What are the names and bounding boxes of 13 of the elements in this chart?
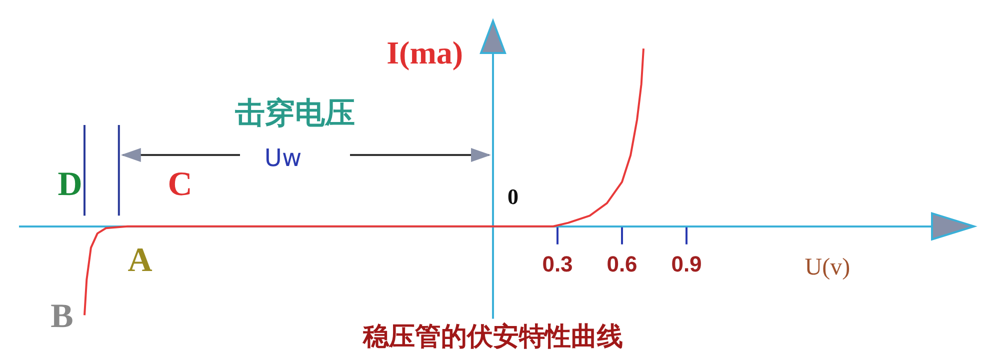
annotation: D <box>58 166 82 203</box>
x-tick-label: 0.3 <box>542 252 573 277</box>
x-tick-label: 0.6 <box>606 252 638 277</box>
annotation: Uw <box>264 144 302 172</box>
annotation: C <box>168 166 192 203</box>
y-axis-title: I(ma) <box>386 34 463 70</box>
x-tick-label: 0.9 <box>671 252 702 277</box>
annotation: A <box>128 242 153 279</box>
annotation: 0 <box>508 184 518 210</box>
x-axis-title: U(v) <box>804 254 850 281</box>
annotation: 击穿电压 <box>234 96 355 131</box>
annotation: B <box>50 298 74 335</box>
text: 稳压管的伏安特性曲线 <box>362 322 623 352</box>
